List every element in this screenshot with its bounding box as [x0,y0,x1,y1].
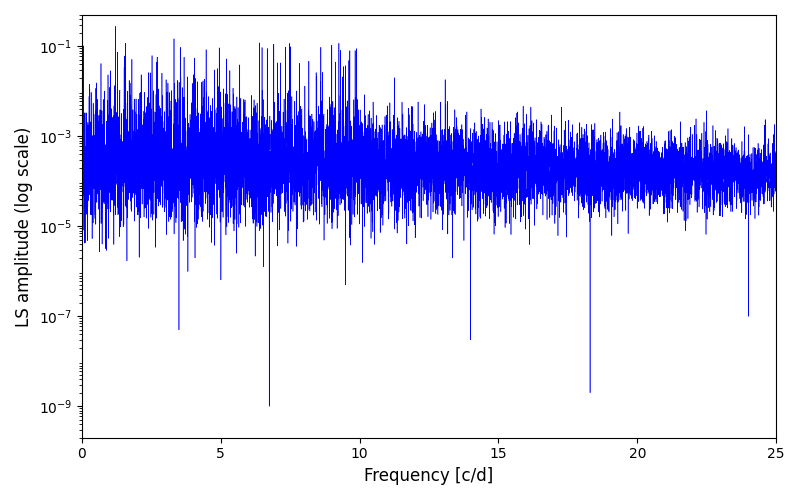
X-axis label: Frequency [c/d]: Frequency [c/d] [364,467,494,485]
Y-axis label: LS amplitude (log scale): LS amplitude (log scale) [15,126,33,326]
